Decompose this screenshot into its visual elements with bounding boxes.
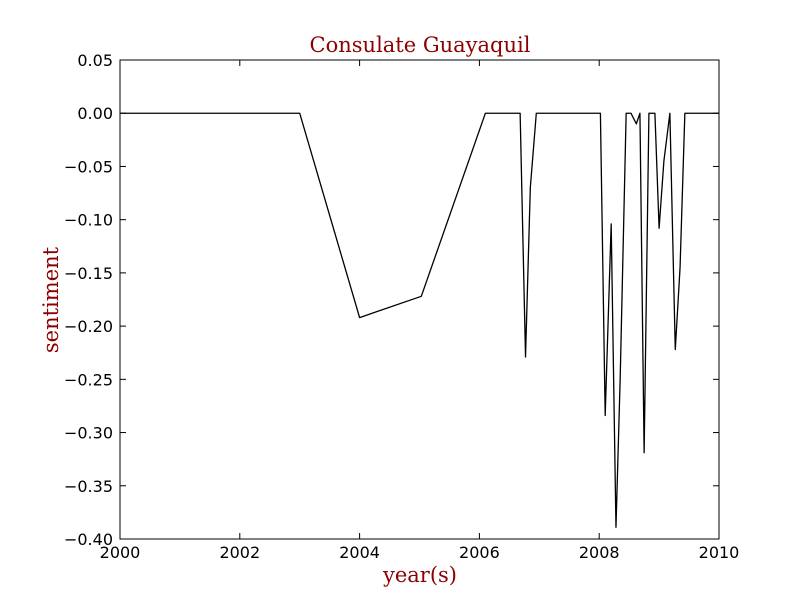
y-tick-label: −0.15 [64,264,113,283]
x-axis-ticks: 2000 2002 2004 2006 2008 2010 [100,60,740,562]
x-tick-label: 2002 [219,543,260,562]
x-tick-label: 2006 [459,543,500,562]
y-tick-label: 0.00 [77,104,113,123]
y-axis-ticks: 0.05 0.00 −0.05 −0.10 −0.15 −0.20 −0.25 −0.30 −0… [64,51,719,549]
chart-title: Consulate Guayaquil [310,33,531,57]
x-tick-label: 2010 [699,543,740,562]
y-tick-label: −0.35 [64,477,113,496]
x-axis-label: year(s) [382,563,457,587]
y-tick-label: 0.05 [77,51,113,70]
sentiment-series-line [120,112,719,528]
y-tick-label: −0.30 [64,424,113,443]
y-tick-label: −0.10 [64,211,113,230]
y-tick-label: −0.05 [64,157,113,176]
y-tick-label: −0.40 [64,530,113,549]
y-tick-label: −0.25 [64,370,113,389]
x-tick-label: 2008 [579,543,620,562]
x-tick-label: 2000 [100,543,141,562]
x-tick-label: 2004 [339,543,380,562]
y-tick-label: −0.20 [64,317,113,336]
y-axis-label: sentiment [39,246,63,353]
plot-area [119,59,720,540]
